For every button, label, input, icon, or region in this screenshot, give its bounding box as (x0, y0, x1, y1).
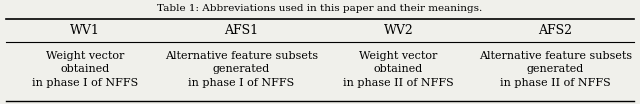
Text: Weight vector
obtained
in phase II of NFFS: Weight vector obtained in phase II of NF… (343, 51, 454, 88)
Text: WV2: WV2 (383, 24, 413, 37)
Text: Alternative feature subsets
generated
in phase I of NFFS: Alternative feature subsets generated in… (165, 51, 318, 88)
Text: Table 1: Abbreviations used in this paper and their meanings.: Table 1: Abbreviations used in this pape… (157, 4, 483, 13)
Text: Alternative feature subsets
generated
in phase II of NFFS: Alternative feature subsets generated in… (479, 51, 632, 88)
Text: Weight vector
obtained
in phase I of NFFS: Weight vector obtained in phase I of NFF… (31, 51, 138, 88)
Text: WV1: WV1 (70, 24, 100, 37)
Text: AFS2: AFS2 (538, 24, 572, 37)
Text: AFS1: AFS1 (225, 24, 259, 37)
